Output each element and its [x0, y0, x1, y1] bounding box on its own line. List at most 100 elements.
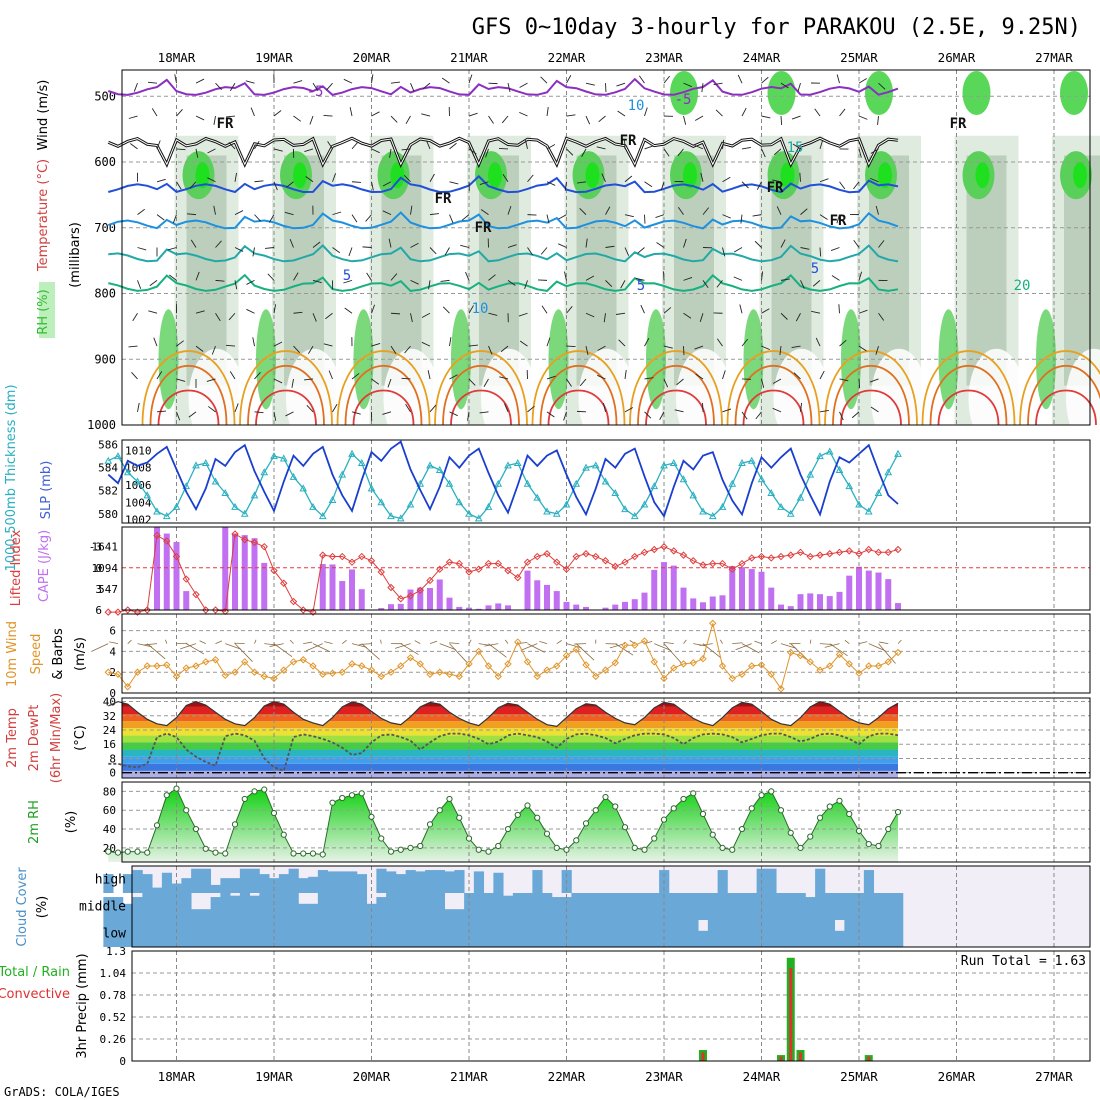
temp-band — [122, 706, 898, 714]
cloud-cell — [249, 868, 260, 893]
wind-barb — [566, 643, 582, 649]
wind-barb — [741, 107, 747, 117]
cloud-cell — [152, 920, 163, 947]
cloud-cell — [298, 920, 309, 947]
wind-barb — [502, 174, 509, 183]
wind-barb — [878, 312, 885, 321]
wind-barb — [875, 205, 879, 215]
wind-barb — [488, 643, 507, 658]
wind-barb — [156, 214, 165, 221]
wind-barb — [176, 411, 181, 421]
precip-tick: 1.3 — [106, 945, 126, 958]
cape-bar — [436, 579, 443, 610]
wind-barb — [403, 174, 411, 183]
slp-tick: 1002 — [125, 514, 152, 527]
slp-line — [107, 440, 899, 519]
wind-barb — [795, 313, 801, 322]
lifted-index-marker — [514, 573, 522, 582]
lifted-index-marker — [192, 590, 200, 599]
wind-barb — [644, 181, 653, 188]
wind-barb — [579, 378, 587, 387]
wind-barb — [195, 148, 199, 158]
wind-barb — [426, 140, 431, 150]
cloud-cell — [454, 909, 465, 920]
thickness-marker — [153, 507, 161, 515]
wind-barb — [273, 378, 283, 384]
wind-barb — [546, 411, 555, 418]
wind-barb — [207, 177, 216, 183]
rh-marker — [163, 792, 170, 799]
cloud-cell — [249, 920, 260, 947]
rh-shade-upper — [865, 71, 893, 116]
thickness-marker — [348, 449, 356, 457]
wind-barb — [761, 308, 770, 314]
wind-barb — [176, 340, 184, 347]
wind-speed-marker — [211, 656, 220, 664]
wind-barb — [644, 107, 648, 117]
wind-barb — [267, 273, 275, 281]
thickness-marker — [201, 459, 210, 467]
cloud-cell — [678, 893, 689, 920]
cloud-cell — [688, 893, 699, 920]
temp-band — [122, 763, 898, 771]
wind-barb — [722, 370, 726, 380]
slp-axis-label: SLP (mb) — [39, 461, 54, 520]
thickness-marker — [767, 488, 776, 497]
cloud-cell — [220, 920, 231, 947]
cloud-label: Cloud Cover — [15, 867, 30, 947]
lifted-index-marker — [718, 559, 727, 568]
cloud-cell — [230, 920, 241, 947]
cloud-cell — [844, 893, 855, 920]
cloud-cell — [161, 920, 173, 947]
rh-marker — [134, 848, 141, 855]
cloud-cell — [746, 920, 758, 947]
cape-bar — [602, 607, 609, 610]
dewpoint-line — [108, 732, 899, 773]
wind-barb — [858, 641, 868, 645]
rh-shade-low — [158, 309, 179, 410]
wind-barb — [546, 107, 549, 117]
wind-barb — [441, 77, 450, 84]
cape-bar — [641, 592, 648, 610]
wind-barb — [444, 247, 450, 256]
wind-barb — [644, 377, 654, 380]
wind-barb — [306, 404, 314, 413]
wind-barb — [488, 345, 493, 355]
cloud-cell — [893, 893, 904, 920]
wind-barb — [677, 148, 684, 157]
wind-barb — [878, 643, 896, 664]
rh-marker — [153, 822, 161, 829]
cloud-cell — [561, 920, 572, 947]
wind-barb — [699, 313, 704, 322]
wind-barb — [719, 639, 723, 644]
cloud-cell — [386, 920, 397, 947]
lifted-index-marker — [894, 545, 902, 554]
cloud-cell — [308, 920, 319, 947]
warm-isotherm — [547, 389, 610, 426]
wind-barb — [229, 371, 236, 380]
thickness-marker — [874, 488, 883, 497]
cloud-cell — [200, 909, 212, 920]
lifted-index-marker — [475, 565, 483, 573]
lifted-index-marker — [845, 547, 853, 555]
wind-barb — [858, 271, 863, 281]
wind-barb — [137, 280, 142, 289]
cape-bar — [485, 605, 492, 610]
wind-barb — [156, 178, 166, 183]
cloud-cell — [444, 920, 455, 947]
wind-barb — [410, 313, 413, 323]
thickness-marker — [845, 482, 854, 490]
date-label-bottom: 26MAR — [938, 1069, 976, 1084]
wind-barb — [566, 378, 572, 387]
rh-marker — [553, 844, 560, 851]
wind-barb — [449, 214, 454, 224]
isotherm-label: FR — [217, 116, 234, 132]
precip-tick: 1.04 — [100, 967, 127, 980]
wind-speed-marker — [621, 641, 629, 649]
wind-barb — [156, 140, 161, 150]
rh-marker — [280, 831, 287, 838]
cloud-cell — [532, 893, 543, 920]
cloud-cell — [766, 868, 777, 893]
wind-barb — [773, 148, 782, 156]
wind-barb — [130, 143, 138, 150]
